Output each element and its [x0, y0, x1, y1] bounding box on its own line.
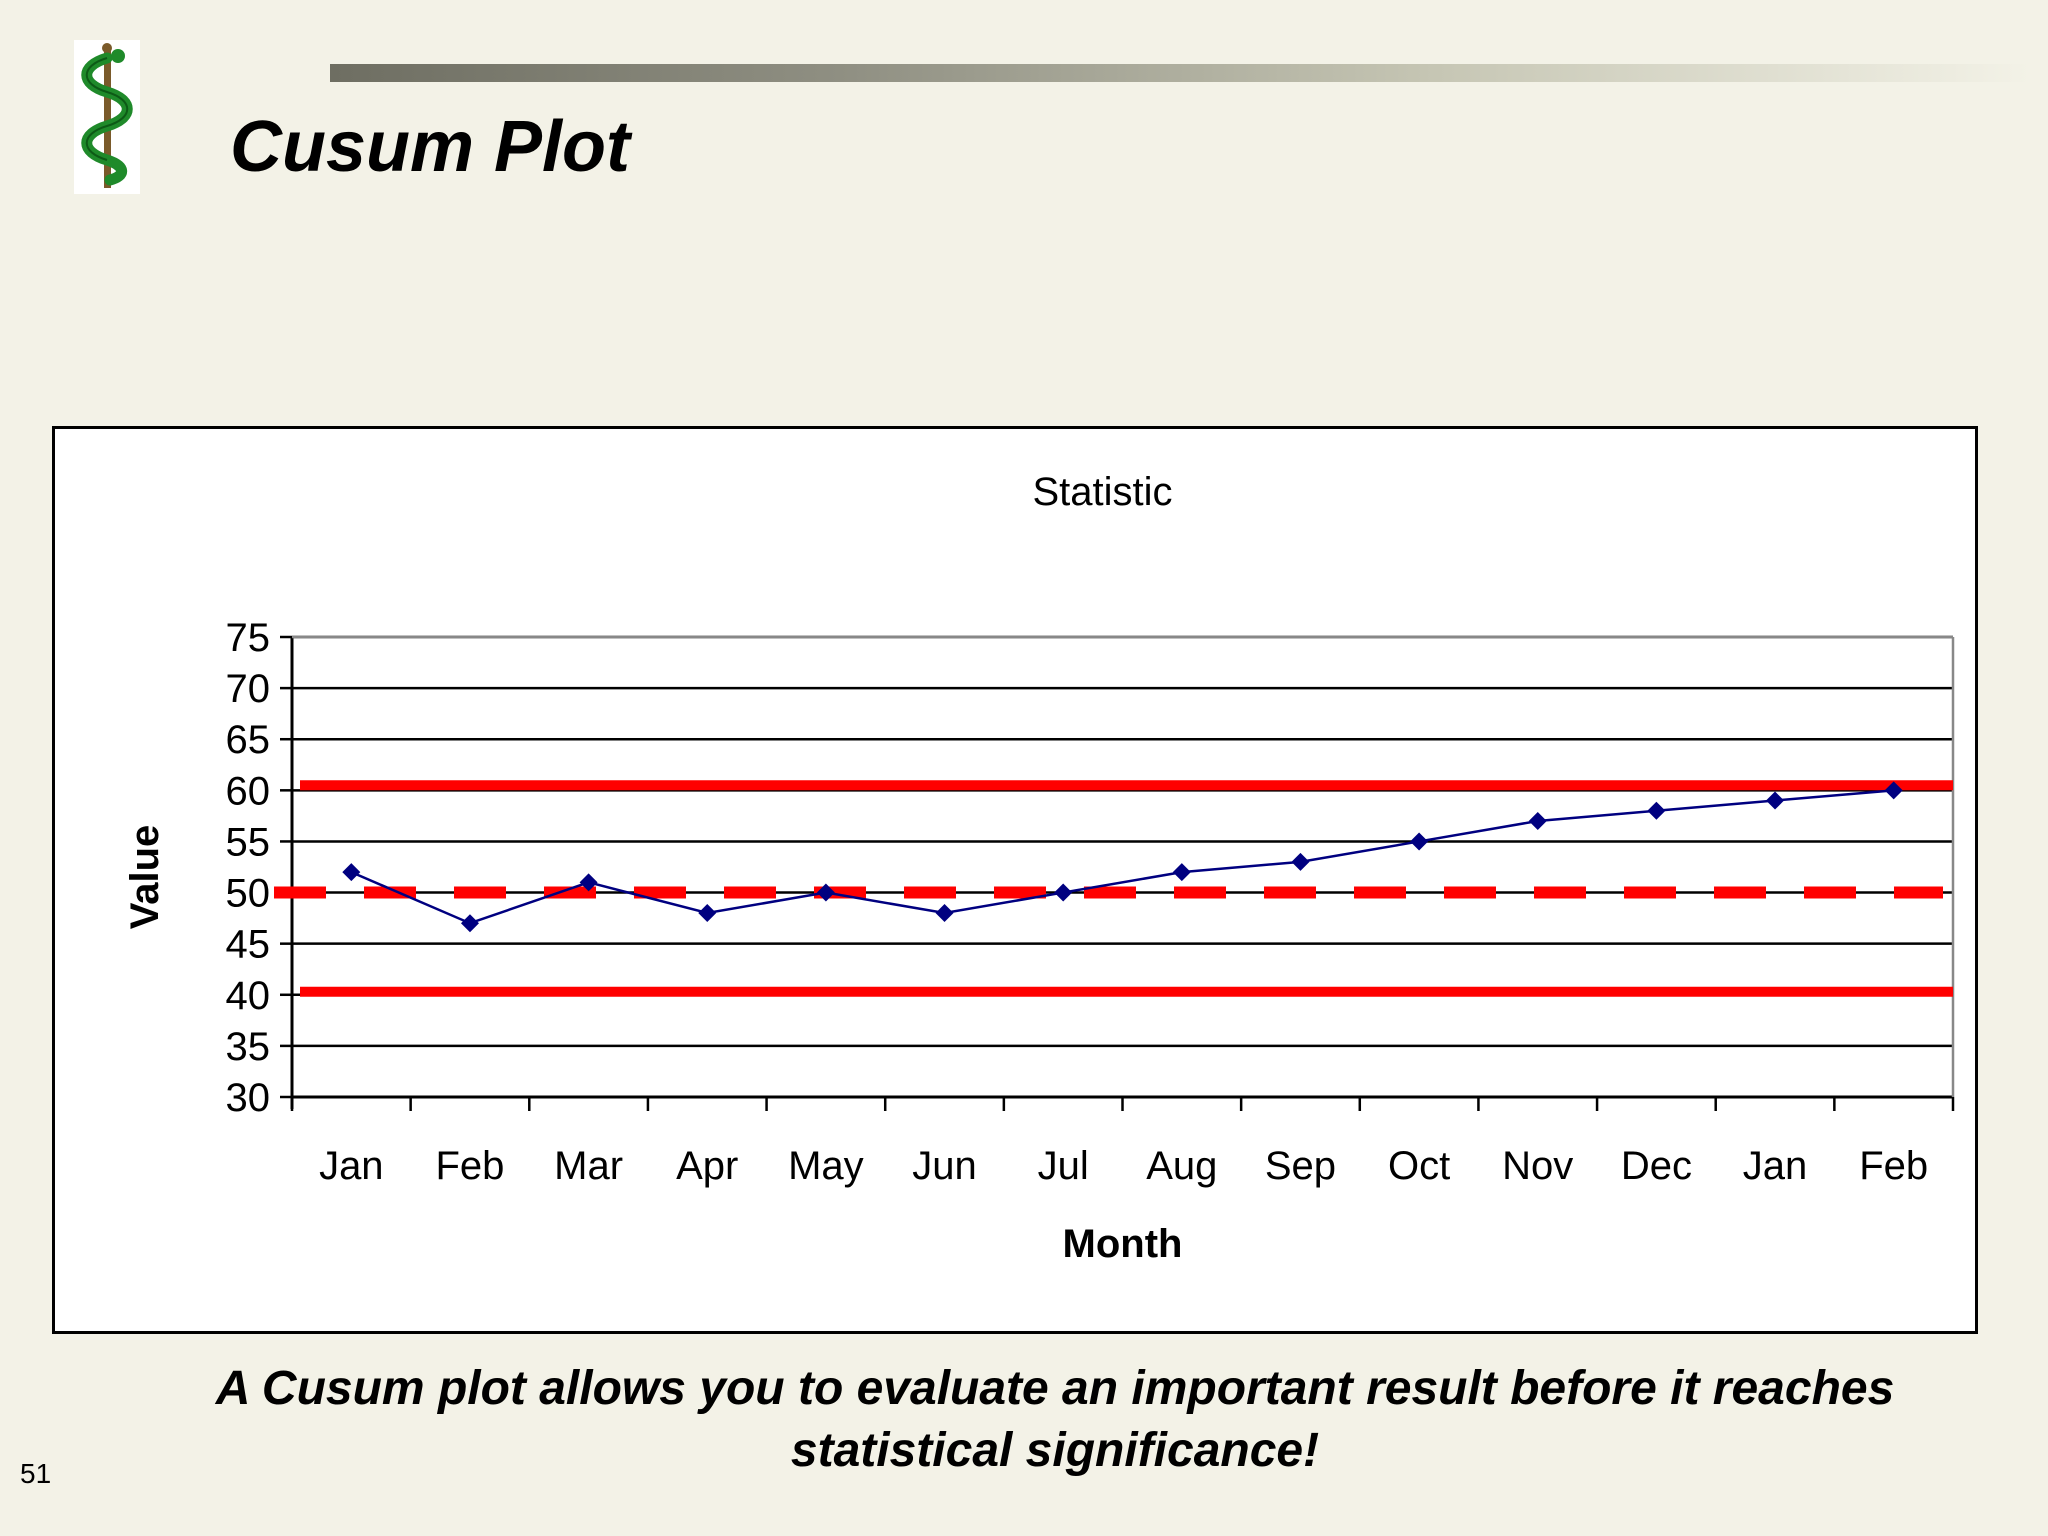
x-tick-label: Jan — [1743, 1144, 1808, 1188]
caduceus-icon — [81, 43, 133, 188]
x-tick-label: May — [788, 1144, 864, 1188]
page-number: 51 — [20, 1458, 52, 1489]
data-point — [816, 883, 835, 902]
y-tick-label: 40 — [226, 974, 271, 1018]
cusum-chart: Statistic 30 35 40 45 50 55 60 65 70 75 Jan Feb Mar Ap… — [123, 470, 1955, 1266]
data-point — [935, 904, 954, 922]
caduceus-logo — [74, 40, 140, 194]
data-point — [460, 914, 479, 933]
x-tick-label: Feb — [435, 1144, 504, 1188]
data-point — [1054, 883, 1073, 902]
x-tick-label: Nov — [1502, 1144, 1573, 1188]
y-tick-label: 60 — [226, 769, 271, 813]
x-tick-label: Aug — [1146, 1144, 1217, 1188]
y-tick-label: 35 — [226, 1025, 271, 1069]
data-point — [1172, 863, 1191, 882]
y-tick-label: 70 — [226, 667, 271, 711]
data-point — [1410, 832, 1429, 851]
x-tick-label: Feb — [1859, 1144, 1928, 1188]
y-tick-label: 30 — [226, 1076, 271, 1120]
data-point — [1884, 781, 1903, 800]
slide-caption: A Cusum plot allows you to evaluate an i… — [215, 1362, 1895, 1477]
chart-container: Statistic 30 35 40 45 50 55 60 65 70 75 Jan Feb Mar Ap… — [52, 426, 1978, 1334]
data-point — [579, 873, 598, 892]
data-point — [1291, 852, 1310, 871]
y-tick-label: 75 — [226, 616, 271, 660]
y-tick-label: 50 — [226, 872, 271, 916]
data-point — [342, 863, 361, 882]
x-tick-label: Dec — [1621, 1144, 1692, 1188]
x-tick-label: Jun — [912, 1144, 977, 1188]
data-point — [1528, 812, 1547, 830]
y-tick-label: 65 — [226, 718, 271, 762]
y-axis-title: Value — [123, 825, 167, 930]
title-decoration-bar — [330, 64, 2030, 82]
x-tick-label: Apr — [676, 1144, 738, 1188]
y-tick-label: 55 — [226, 820, 271, 864]
x-tick-label: Jul — [1038, 1144, 1089, 1188]
data-point — [1766, 791, 1785, 810]
y-tick-label: 45 — [226, 923, 271, 967]
x-axis-title: Month — [1063, 1222, 1183, 1266]
x-tick-label: Sep — [1265, 1144, 1336, 1188]
data-point — [698, 904, 717, 922]
data-point — [1647, 801, 1666, 820]
x-tick-label: Oct — [1388, 1144, 1450, 1188]
x-tick-label: Mar — [554, 1144, 623, 1188]
x-tick-label: Jan — [319, 1144, 384, 1188]
chart-title: Statistic — [1032, 470, 1172, 514]
series-line — [350, 789, 1894, 925]
slide-title: Cusum Plot — [230, 107, 631, 187]
